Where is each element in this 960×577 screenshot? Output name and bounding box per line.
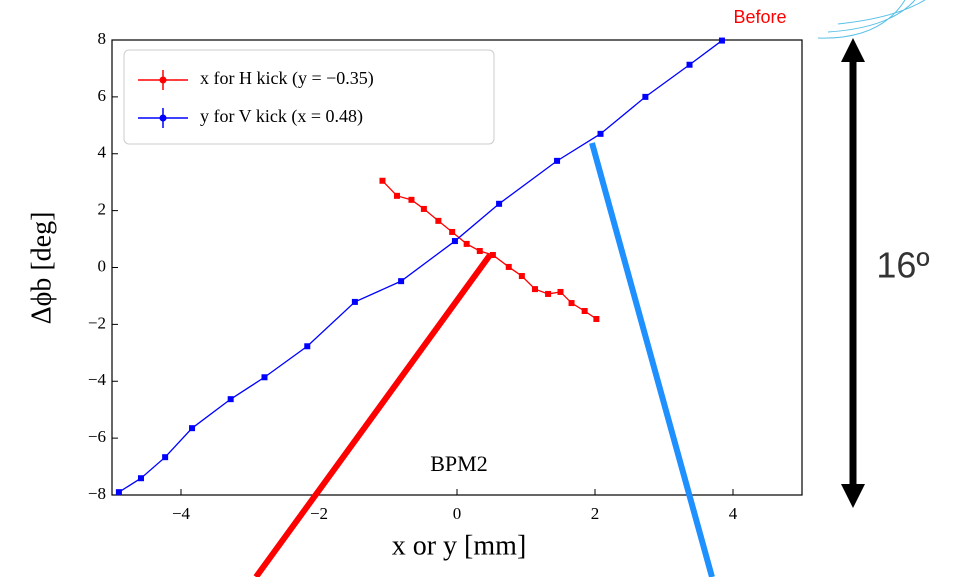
y-tick-label: −2 bbox=[88, 313, 106, 332]
x-tick-label: 2 bbox=[591, 504, 600, 523]
data-point bbox=[686, 61, 693, 68]
data-point bbox=[545, 290, 552, 297]
y-tick-label: −8 bbox=[88, 484, 106, 503]
data-point bbox=[420, 205, 427, 212]
y-tick-label: 0 bbox=[98, 256, 107, 275]
annotation-line bbox=[253, 253, 493, 577]
decoration bbox=[817, 0, 926, 39]
x-tick-label: 0 bbox=[453, 504, 462, 523]
data-point bbox=[476, 248, 483, 255]
y-tick-label: 4 bbox=[98, 143, 107, 162]
y-tick-label: 6 bbox=[98, 86, 107, 105]
data-point bbox=[408, 196, 415, 203]
data-point bbox=[189, 425, 196, 432]
annotation-line bbox=[589, 142, 715, 577]
data-point bbox=[557, 288, 564, 295]
data-point bbox=[531, 286, 538, 293]
x-tick-label: −4 bbox=[172, 504, 191, 523]
series-line bbox=[118, 40, 723, 493]
data-point bbox=[398, 278, 405, 285]
data-point bbox=[463, 240, 470, 247]
y-axis-label: Δϕb [deg] bbox=[26, 212, 57, 325]
x-tick-label: −2 bbox=[310, 504, 328, 523]
x-axis-label: x or y [mm] bbox=[392, 530, 527, 561]
data-point bbox=[496, 200, 503, 207]
data-point bbox=[351, 298, 358, 305]
series-line bbox=[382, 180, 597, 320]
x-tick-label: 4 bbox=[729, 504, 738, 523]
y-tick-label: 2 bbox=[98, 200, 107, 219]
annotation: 16º bbox=[876, 245, 929, 286]
legend-marker bbox=[159, 114, 167, 122]
data-point bbox=[451, 238, 458, 245]
arrow-head bbox=[841, 38, 865, 62]
data-point bbox=[518, 273, 525, 280]
data-point bbox=[581, 308, 588, 315]
data-point bbox=[554, 157, 561, 164]
annotation: BPM2 bbox=[430, 451, 487, 476]
y-tick-label: 8 bbox=[98, 29, 107, 48]
annotation: Before bbox=[733, 7, 786, 27]
data-point bbox=[393, 192, 400, 199]
data-point bbox=[137, 475, 144, 482]
data-point bbox=[568, 300, 575, 307]
data-point bbox=[642, 93, 649, 100]
data-point bbox=[379, 177, 386, 184]
data-point bbox=[597, 130, 604, 137]
y-tick-label: −6 bbox=[88, 427, 106, 446]
data-point bbox=[435, 217, 442, 224]
data-point bbox=[227, 396, 234, 403]
y-tick-label: −4 bbox=[88, 370, 107, 389]
data-point bbox=[115, 489, 122, 496]
data-point bbox=[162, 454, 169, 461]
data-point bbox=[449, 228, 456, 235]
arrow-head bbox=[841, 484, 865, 508]
legend-label: x for H kick (y = −0.35) bbox=[200, 68, 374, 89]
data-point bbox=[489, 251, 496, 258]
legend-marker bbox=[159, 76, 167, 84]
data-point bbox=[505, 263, 512, 270]
legend-label: y for V kick (x = 0.48) bbox=[200, 106, 363, 127]
legend-box bbox=[123, 49, 495, 145]
data-point bbox=[261, 374, 268, 381]
data-point bbox=[593, 315, 600, 322]
data-point bbox=[304, 343, 311, 350]
data-point bbox=[718, 37, 725, 44]
